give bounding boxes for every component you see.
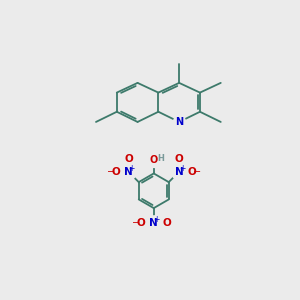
Text: O: O xyxy=(137,218,146,228)
Text: −: − xyxy=(132,218,140,228)
Text: N: N xyxy=(149,218,158,228)
Text: N: N xyxy=(175,167,183,177)
Text: +: + xyxy=(154,215,160,224)
Text: O: O xyxy=(175,154,183,164)
Text: O: O xyxy=(188,167,196,177)
Text: −: − xyxy=(106,167,115,177)
Text: −: − xyxy=(193,167,201,177)
Text: O: O xyxy=(111,167,120,177)
Text: O: O xyxy=(124,154,133,164)
Text: +: + xyxy=(179,164,185,173)
Text: +: + xyxy=(128,164,135,173)
Text: O: O xyxy=(150,155,158,165)
Text: H: H xyxy=(157,154,164,164)
Text: N: N xyxy=(175,117,183,127)
Text: N: N xyxy=(124,167,133,177)
Text: O: O xyxy=(162,218,171,228)
